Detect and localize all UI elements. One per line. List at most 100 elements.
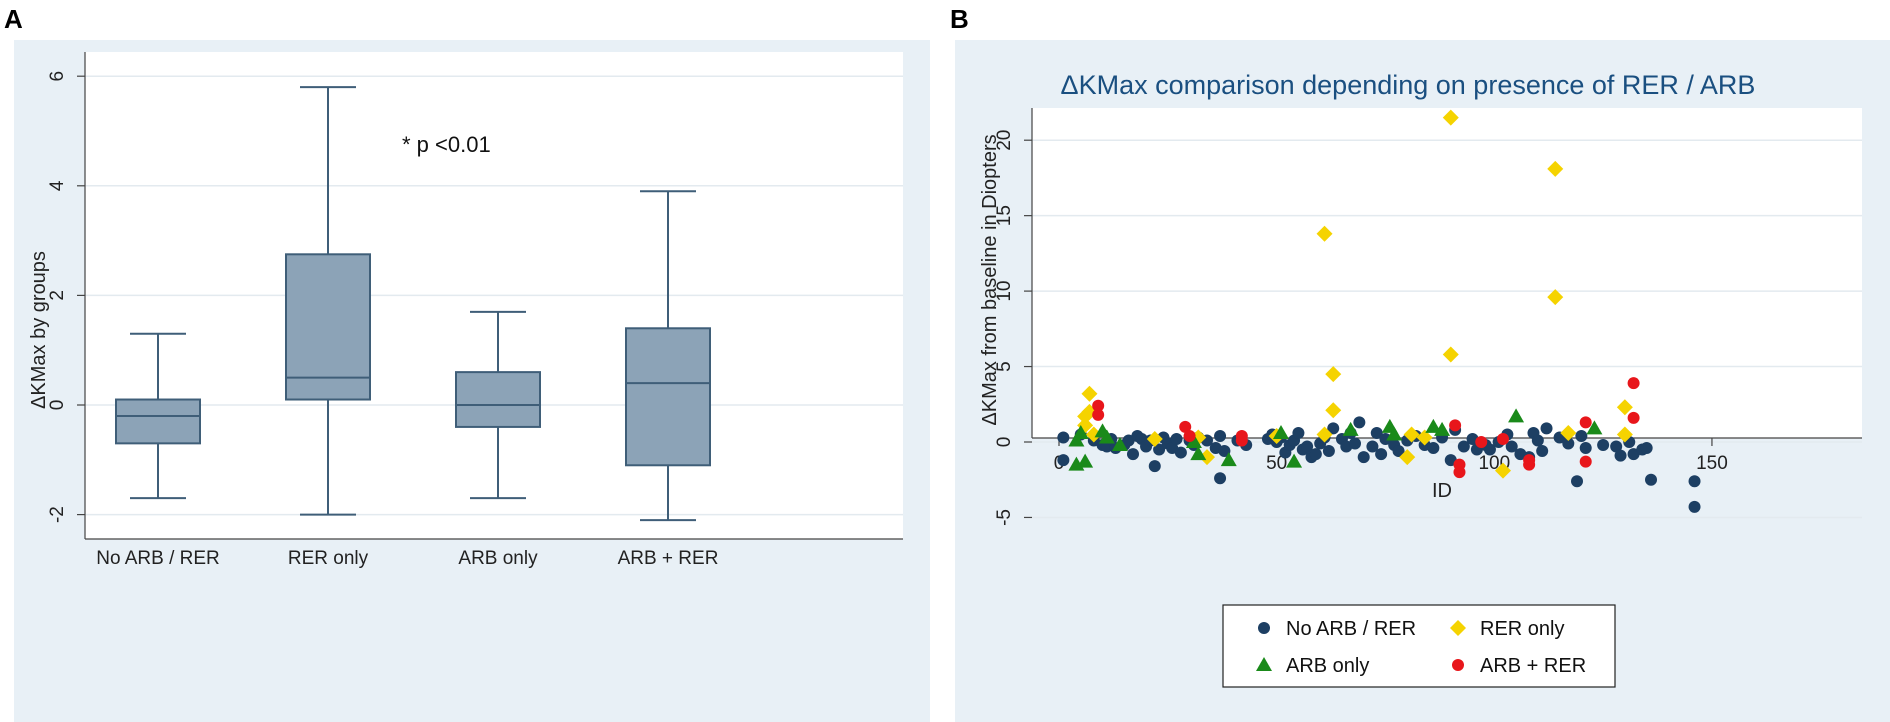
- data-point: [1547, 289, 1564, 306]
- data-point: [1092, 408, 1105, 421]
- iqr-box: [115, 398, 201, 445]
- x-category-label: ARB + RER: [618, 548, 719, 569]
- data-point: [1579, 442, 1592, 455]
- panel-b-label: B: [950, 4, 969, 34]
- data-point: [1081, 385, 1098, 402]
- series-arb-only: [1068, 408, 1603, 471]
- data-point: [1597, 439, 1610, 452]
- box-plot-grid: [85, 75, 903, 516]
- data-point: [1610, 440, 1623, 453]
- scatter-plot-x-axis-label: ID: [1432, 480, 1452, 502]
- data-point: [1540, 422, 1553, 435]
- data-point: [1214, 429, 1227, 442]
- data-point: [1353, 416, 1366, 429]
- data-point: [1688, 500, 1701, 513]
- data-point: [1185, 434, 1202, 448]
- panel-a-label: A: [4, 4, 23, 34]
- scatter-plot-grid: [1032, 139, 1862, 519]
- data-point: [1614, 449, 1627, 462]
- data-point: [1057, 431, 1070, 444]
- scatter-plot-area: [1032, 108, 1862, 438]
- y-tick-label: 4: [47, 180, 68, 191]
- data-point: [1392, 445, 1405, 458]
- data-point: [1092, 399, 1105, 412]
- data-point: [1475, 436, 1488, 448]
- data-point: [1627, 377, 1640, 390]
- data-point: [1640, 442, 1653, 455]
- data-point: [1616, 399, 1633, 416]
- data-point: [1199, 449, 1216, 466]
- box-group: [625, 190, 711, 522]
- data-point: [1427, 442, 1440, 455]
- legend-frame: [1222, 604, 1616, 688]
- data-point: [1218, 445, 1231, 458]
- data-point: [1220, 452, 1237, 467]
- y-tick-label: -5: [994, 509, 1015, 526]
- significance-annotation: * p <0.01: [402, 132, 491, 157]
- data-point: [1403, 426, 1420, 443]
- data-point: [1379, 432, 1392, 445]
- scatter-plot-legend: No ARB / RER RER only ARB only ARB + RER: [1222, 604, 1616, 688]
- data-point: [1273, 424, 1290, 439]
- y-tick-label: 5: [994, 361, 1015, 372]
- data-point: [1645, 473, 1658, 486]
- data-point: [1349, 437, 1362, 450]
- y-tick-label: -2: [47, 506, 68, 523]
- data-point: [1322, 445, 1335, 458]
- x-category-label: RER only: [288, 548, 369, 569]
- data-point: [1399, 449, 1416, 466]
- data-point: [1085, 426, 1102, 443]
- data-point: [1127, 448, 1140, 461]
- iqr-box: [625, 327, 711, 467]
- data-point: [1386, 426, 1403, 441]
- data-point: [1453, 466, 1466, 479]
- box-group: [455, 310, 541, 500]
- data-point: [1111, 437, 1128, 452]
- box-plot: -2 0 2 4 6 No ARB / RER RER only ARB only ARB + …: [28, 52, 903, 569]
- data-point: [1174, 446, 1187, 459]
- data-point: [1497, 432, 1510, 445]
- scatter-plot-y-axis-label: ΔKMax from baseline in Diopters: [979, 134, 1001, 425]
- data-point: [1571, 475, 1584, 488]
- x-tick-label: 150: [1696, 453, 1728, 474]
- data-point: [1416, 429, 1433, 446]
- data-point: [1688, 475, 1701, 488]
- data-point: [1547, 160, 1564, 177]
- box-group: [115, 332, 201, 500]
- y-tick-label: 20: [994, 130, 1015, 151]
- legend-entry-label: ARB only: [1286, 655, 1369, 677]
- data-point: [1495, 462, 1512, 479]
- data-point: [1214, 472, 1227, 485]
- data-point: [1505, 440, 1518, 453]
- series-rer-only: [1077, 109, 1633, 479]
- data-point: [1327, 422, 1340, 435]
- box-plot-y-axis-label: ΔKMax by groups: [28, 251, 50, 409]
- scatter-plot-points: [1057, 109, 1701, 513]
- legend-entry-label: No ARB / RER: [1286, 618, 1416, 640]
- x-category-label: No ARB / RER: [96, 548, 220, 569]
- scatter-plot: ΔKMax comparison depending on presence o…: [979, 70, 1862, 688]
- data-point: [1366, 440, 1379, 453]
- data-point: [1316, 426, 1333, 443]
- data-point: [1077, 453, 1094, 468]
- data-point: [1536, 445, 1549, 458]
- data-point: [1292, 426, 1305, 439]
- data-point: [1523, 458, 1536, 471]
- data-point: [1627, 411, 1640, 424]
- y-tick-label: 6: [47, 71, 68, 82]
- data-point: [1442, 109, 1459, 126]
- data-point: [1434, 421, 1451, 436]
- scatter-plot-title: ΔKMax comparison depending on presence o…: [1061, 70, 1756, 100]
- data-point: [1370, 426, 1383, 439]
- box-plot-axes: -2 0 2 4 6 No ARB / RER RER only ARB only ARB + …: [47, 52, 903, 569]
- data-point: [1560, 424, 1577, 441]
- data-point: [1325, 366, 1342, 383]
- legend-marker: [1452, 659, 1464, 671]
- data-point: [1357, 451, 1370, 464]
- series-arb-rer: [1092, 377, 1640, 479]
- data-point: [1562, 437, 1575, 450]
- data-point: [1170, 432, 1183, 445]
- data-point: [1342, 421, 1359, 436]
- data-point: [1057, 454, 1070, 467]
- data-point: [1068, 432, 1085, 447]
